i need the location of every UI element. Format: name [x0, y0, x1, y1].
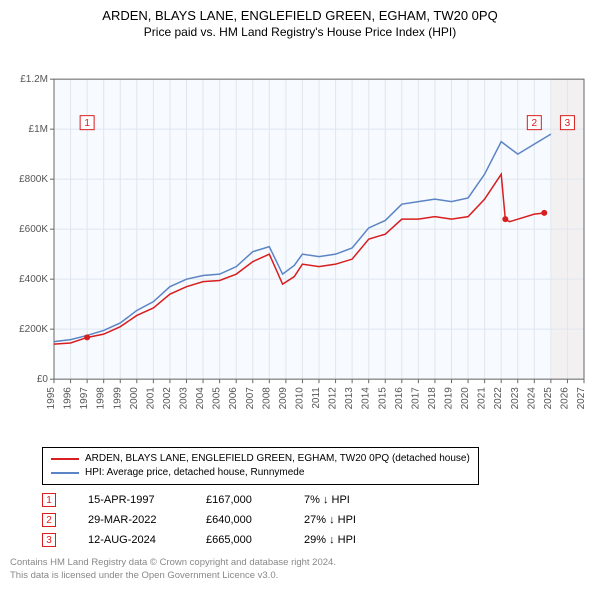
- annotation-date: 15-APR-1997: [88, 494, 178, 506]
- svg-text:2021: 2021: [477, 387, 488, 410]
- svg-text:2020: 2020: [460, 387, 471, 410]
- svg-text:2007: 2007: [245, 387, 256, 410]
- legend-swatch: [51, 458, 79, 460]
- svg-text:2023: 2023: [510, 387, 521, 410]
- svg-text:2000: 2000: [129, 387, 140, 410]
- legend-label: HPI: Average price, detached house, Runn…: [85, 466, 304, 480]
- annotation-row: 2 29-MAR-2022 £640,000 27% ↓ HPI: [42, 513, 590, 527]
- legend-label: ARDEN, BLAYS LANE, ENGLEFIELD GREEN, EGH…: [85, 452, 470, 466]
- svg-text:2001: 2001: [145, 387, 156, 410]
- annotation-date: 29-MAR-2022: [88, 514, 178, 526]
- annotation-marker: 3: [42, 533, 56, 547]
- footer-attribution: Contains HM Land Registry data © Crown c…: [10, 557, 590, 582]
- svg-text:2011: 2011: [311, 387, 322, 409]
- svg-text:£0: £0: [37, 374, 49, 385]
- svg-text:2019: 2019: [444, 387, 455, 410]
- svg-text:£800K: £800K: [19, 174, 48, 185]
- legend: ARDEN, BLAYS LANE, ENGLEFIELD GREEN, EGH…: [42, 447, 479, 485]
- svg-text:2003: 2003: [179, 387, 190, 410]
- svg-text:£200K: £200K: [19, 324, 48, 335]
- svg-text:2026: 2026: [559, 387, 570, 410]
- svg-text:1: 1: [84, 118, 90, 129]
- svg-text:2014: 2014: [361, 387, 372, 410]
- annotation-price: £665,000: [206, 534, 276, 546]
- legend-item: HPI: Average price, detached house, Runn…: [51, 466, 470, 480]
- annotation-row: 1 15-APR-1997 £167,000 7% ↓ HPI: [42, 493, 590, 507]
- svg-text:2010: 2010: [294, 387, 305, 410]
- chart-title: ARDEN, BLAYS LANE, ENGLEFIELD GREEN, EGH…: [10, 8, 590, 23]
- svg-text:2006: 2006: [228, 387, 239, 410]
- chart-container: ARDEN, BLAYS LANE, ENGLEFIELD GREEN, EGH…: [0, 0, 600, 590]
- annotation-pct: 27% ↓ HPI: [304, 514, 404, 526]
- svg-text:2027: 2027: [576, 387, 587, 410]
- svg-text:2018: 2018: [427, 387, 438, 410]
- svg-text:2024: 2024: [526, 387, 537, 410]
- svg-text:£1M: £1M: [29, 124, 48, 135]
- annotation-table: 1 15-APR-1997 £167,000 7% ↓ HPI 2 29-MAR-2022…: [42, 493, 590, 553]
- footer-line1: Contains HM Land Registry data © Crown c…: [10, 557, 590, 569]
- annotation-price: £167,000: [206, 494, 276, 506]
- svg-text:2017: 2017: [410, 387, 421, 410]
- svg-text:2: 2: [532, 118, 538, 129]
- svg-text:£600K: £600K: [19, 224, 48, 235]
- annotation-pct: 29% ↓ HPI: [304, 534, 404, 546]
- svg-text:2016: 2016: [394, 387, 405, 410]
- chart-subtitle: Price paid vs. HM Land Registry's House …: [10, 25, 590, 39]
- svg-text:£1.2M: £1.2M: [20, 74, 48, 85]
- annotation-price: £640,000: [206, 514, 276, 526]
- svg-text:2009: 2009: [278, 387, 289, 410]
- legend-item: ARDEN, BLAYS LANE, ENGLEFIELD GREEN, EGH…: [51, 452, 470, 466]
- svg-text:2022: 2022: [493, 387, 504, 410]
- svg-text:2008: 2008: [261, 387, 272, 410]
- svg-text:1995: 1995: [46, 387, 57, 410]
- svg-text:£400K: £400K: [19, 274, 48, 285]
- svg-text:2015: 2015: [377, 387, 388, 410]
- svg-text:2005: 2005: [212, 387, 223, 410]
- annotation-date: 12-AUG-2024: [88, 534, 178, 546]
- svg-text:1998: 1998: [96, 387, 107, 410]
- svg-text:1999: 1999: [112, 387, 123, 410]
- footer-line2: This data is licensed under the Open Gov…: [10, 570, 590, 582]
- legend-swatch: [51, 472, 79, 474]
- annotation-pct: 7% ↓ HPI: [304, 494, 404, 506]
- svg-text:2013: 2013: [344, 387, 355, 410]
- chart-svg: 1995 1996 1997 1998 1999 2000 2001 2002 2003 2004…: [10, 45, 590, 441]
- svg-text:2004: 2004: [195, 387, 206, 410]
- annotation-marker: 2: [42, 513, 56, 527]
- svg-text:1996: 1996: [63, 387, 74, 410]
- svg-text:2025: 2025: [543, 387, 554, 410]
- svg-text:2012: 2012: [328, 387, 339, 410]
- annotation-row: 3 12-AUG-2024 £665,000 29% ↓ HPI: [42, 533, 590, 547]
- chart-plot-area: 1995 1996 1997 1998 1999 2000 2001 2002 2003 2004…: [10, 45, 590, 441]
- annotation-marker: 1: [42, 493, 56, 507]
- svg-text:3: 3: [565, 118, 571, 129]
- svg-text:1997: 1997: [79, 387, 90, 410]
- svg-text:2002: 2002: [162, 387, 173, 410]
